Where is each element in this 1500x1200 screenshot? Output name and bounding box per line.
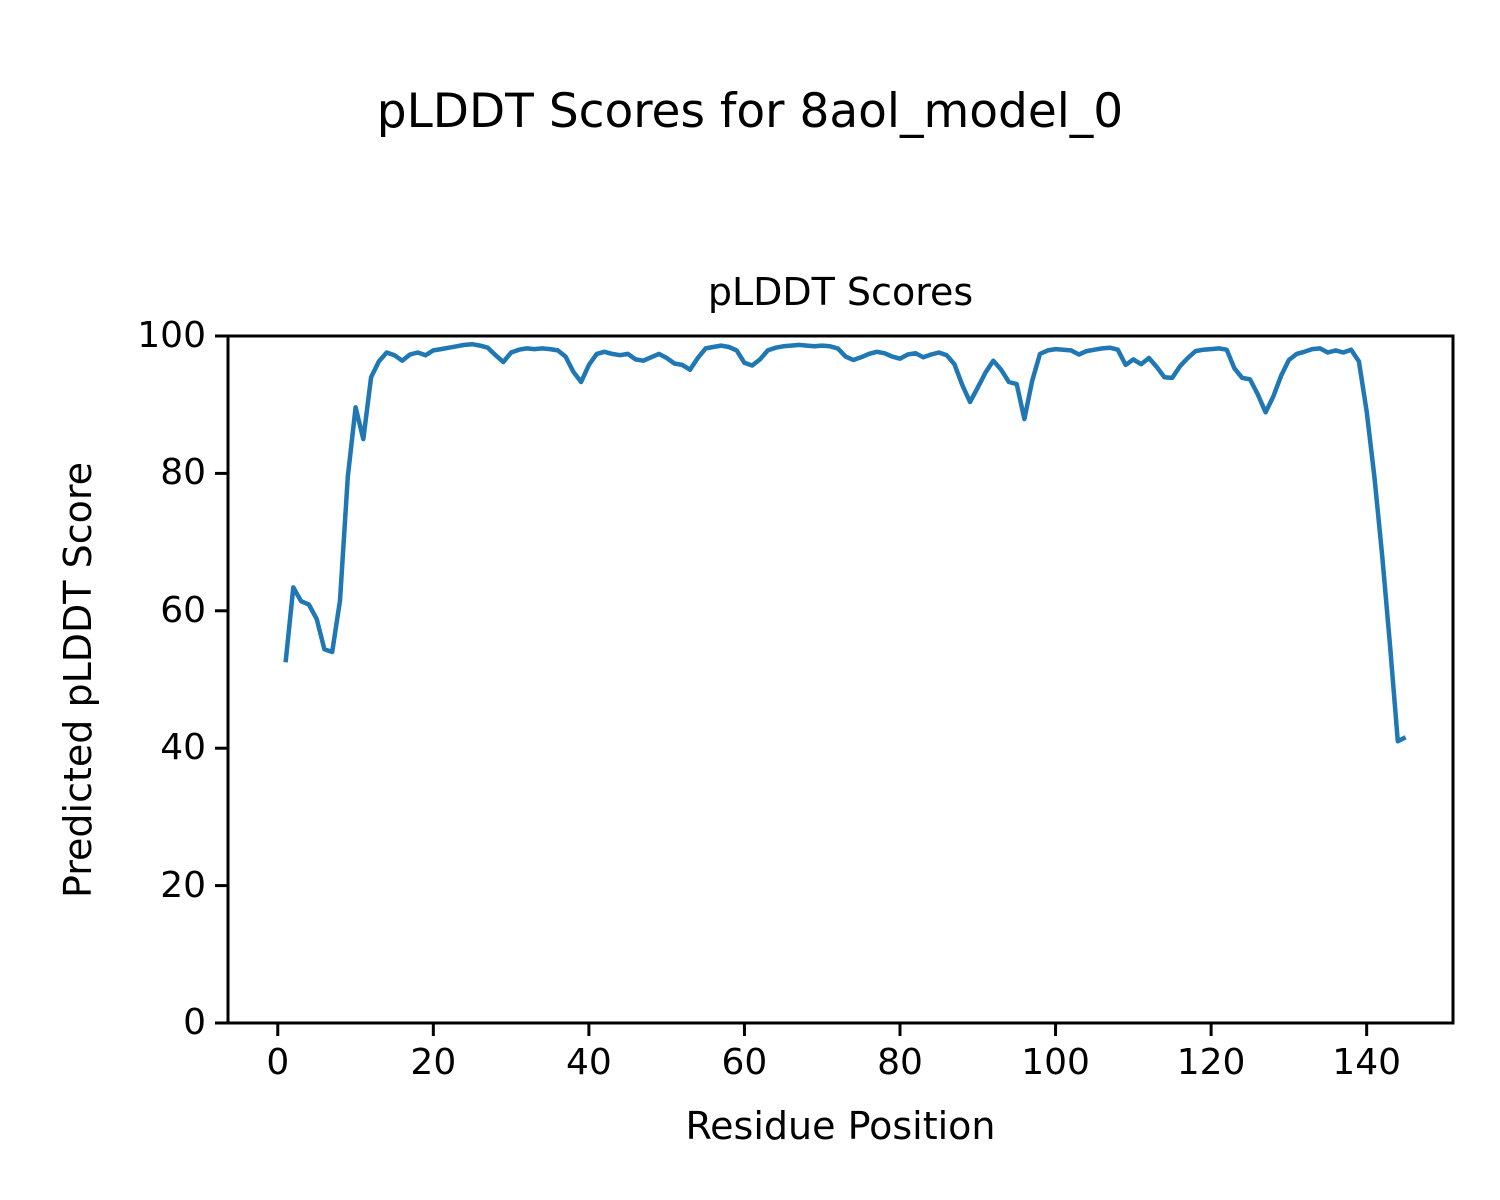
y-tick-label: 60 bbox=[160, 589, 206, 631]
y-tick-label: 40 bbox=[160, 727, 206, 769]
y-tick-label: 80 bbox=[160, 452, 206, 494]
plddt-line-series bbox=[283, 341, 1407, 744]
axes-title: pLDDT Scores bbox=[707, 270, 974, 314]
y-tick-label: 20 bbox=[160, 864, 206, 906]
x-tick-label: 100 bbox=[1021, 1042, 1090, 1083]
x-tick-label: 120 bbox=[1176, 1042, 1246, 1083]
axes-spines bbox=[226, 334, 1455, 1025]
x-tick-label: 40 bbox=[565, 1042, 612, 1083]
x-tick-label: 140 bbox=[1332, 1042, 1402, 1083]
figure-title: pLDDT Scores for 8aol_model_0 bbox=[376, 84, 1124, 139]
x-axis-label: Residue Position bbox=[685, 1104, 996, 1148]
x-tick-label: 60 bbox=[721, 1042, 768, 1083]
axis-ticks bbox=[215, 334, 1369, 1036]
x-tick-label: 80 bbox=[877, 1042, 923, 1083]
y-tick-label: 100 bbox=[137, 315, 206, 356]
x-tick-label: 0 bbox=[266, 1042, 290, 1083]
x-tick-label: 20 bbox=[410, 1042, 457, 1083]
y-tick-label: 0 bbox=[183, 1002, 206, 1043]
